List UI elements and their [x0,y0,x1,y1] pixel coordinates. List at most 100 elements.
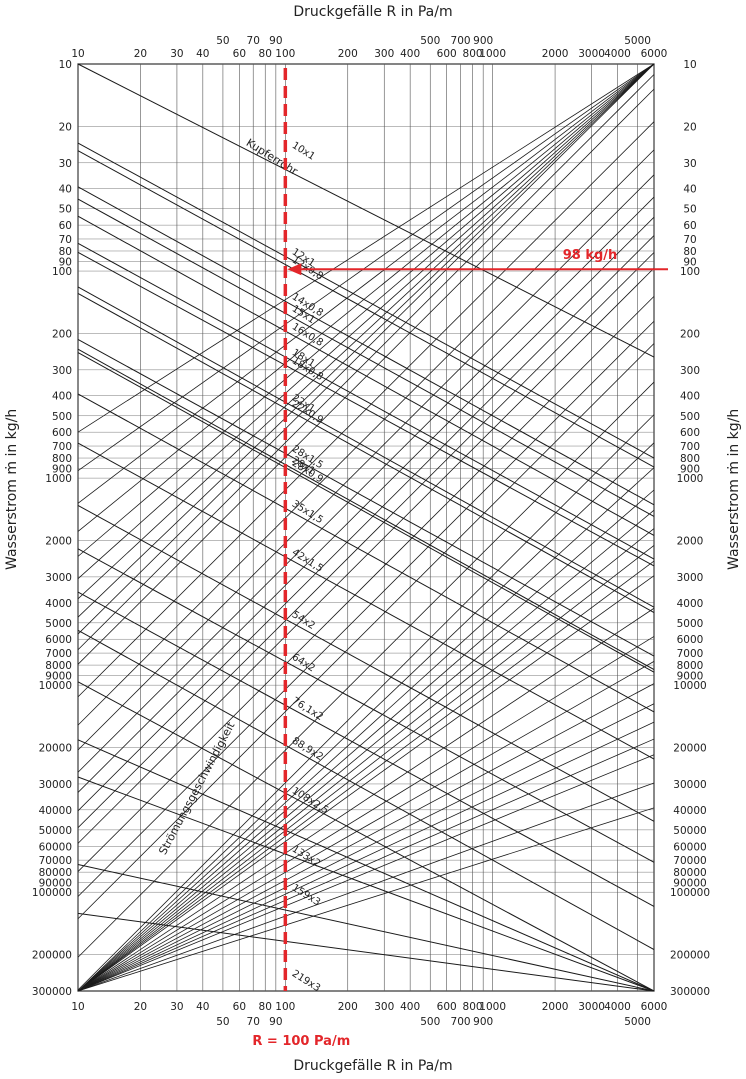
x-tick-label-top: 1000 [479,48,506,60]
pipe-line [77,548,655,863]
pipe-line [77,63,655,358]
y-tick-label-left: 80 [59,246,72,258]
y-tick-label-right: 4000 [677,598,704,610]
x-tick-label-bottom-secondary: 5000 [624,1016,651,1028]
x-tick-label-bottom: 40 [196,1001,209,1013]
x-tick-label-top: 30 [170,48,183,60]
y-tick-label-left: 4000 [45,598,72,610]
pipe-line [77,681,655,992]
velocity-line [77,575,655,992]
y-tick-label-left: 30000 [39,779,72,791]
y-tick-label-left: 90 [59,257,72,269]
x-tick-label-bottom-secondary: 700 [451,1016,471,1028]
pipe-line [77,215,655,536]
flow-marker-label: 98 kg/h [563,248,618,263]
velocity-line [77,88,655,665]
x-tick-label-bottom-secondary: 70 [247,1016,260,1028]
velocity-line [77,320,655,897]
y-tick-label-left: 60000 [39,841,72,853]
r-marker-label: R = 100 Pa/m [252,1034,350,1049]
pipe-series-label: Kupferrohr [244,136,301,178]
velocity-line [77,807,655,992]
x-tick-label-bottom: 400 [400,1001,420,1013]
y-tick-label-left: 20 [59,121,72,133]
x-tick-label-top: 600 [437,48,457,60]
y-tick-label-right: 600 [680,427,700,439]
x-tick-label-bottom: 80 [259,1001,272,1013]
x-tick-label-bottom: 30 [170,1001,183,1013]
flow-marker-arrowhead [287,263,302,276]
pipe-line [77,442,655,760]
y-tick-label-left: 200 [52,328,72,340]
y-tick-label-right: 70000 [673,855,706,867]
y-tick-label-left: 300 [52,365,72,377]
y-tick-label-right: 10 [683,59,696,71]
y-tick-label-left: 50000 [39,825,72,837]
x-tick-label-top: 40 [196,48,209,60]
velocity-line [77,252,655,828]
x-tick-label-top: 3000 [578,48,605,60]
velocity-line [77,235,655,812]
x-tick-label-top-secondary: 700 [451,35,471,47]
velocity-line [77,782,655,992]
pipe-line [77,242,655,560]
velocity-line [77,489,655,992]
x-tick-label-top: 2000 [542,48,569,60]
y-tick-label-right: 40000 [673,805,706,817]
x-tick-label-top: 200 [338,48,358,60]
y-tick-label-right: 2000 [677,535,704,547]
y-tick-label-right: 20 [683,121,696,133]
x-tick-label-bottom-secondary: 90 [269,1016,282,1028]
pipe-line [77,864,655,992]
y-tick-label-right: 800 [680,453,700,465]
y-tick-label-right: 40 [683,184,696,196]
y-tick-label-left: 400 [52,391,72,403]
pipe-line [77,505,655,822]
velocity-line [77,607,655,992]
y-tick-label-right: 50000 [673,825,706,837]
pipe-line-label: 35x1,5 [290,499,325,527]
y-tick-label-left: 6000 [45,634,72,646]
pipe-line [77,629,655,951]
velocity-line [77,721,655,992]
y-tick-label-right: 200 [680,328,700,340]
y-tick-label-left: 20000 [39,742,72,754]
y-tick-label-left: 40000 [39,805,72,817]
y-tick-label-right: 8000 [677,660,704,672]
pipe-line [77,186,655,506]
y-tick-label-left: 9000 [45,671,72,683]
x-tick-label-bottom: 6000 [641,1001,668,1013]
velocity-line [77,63,655,433]
pipe-line [77,348,655,671]
velocity-line [77,683,655,992]
x-tick-label-top-secondary: 90 [269,35,282,47]
velocity-line [77,63,655,579]
velocity-line [77,754,655,992]
y-tick-label-right: 9000 [677,671,704,683]
x-tick-label-top: 6000 [641,48,668,60]
y-tick-label-left: 30 [59,158,72,170]
y-tick-label-right: 6000 [677,634,704,646]
x-tick-label-top: 4000 [604,48,631,60]
y-tick-label-left: 700 [52,441,72,453]
pipe-line [77,198,655,517]
x-tick-label-top: 300 [374,48,394,60]
pipe-line [77,251,655,567]
y-tick-label-right: 60 [683,220,696,232]
x-tick-label-bottom: 10 [71,1001,84,1013]
y-tick-label-right: 700 [680,441,700,453]
y-tick-label-right: 20000 [673,742,706,754]
velocity-line [77,442,655,992]
pipe-line [77,286,655,608]
velocity-line [77,343,655,920]
x-tick-label-top-secondary: 900 [473,35,493,47]
velocity-line [77,63,655,532]
y-tick-label-left: 8000 [45,660,72,672]
velocity-line [77,528,655,992]
y-tick-label-left: 5000 [45,618,72,630]
x-tick-label-bottom-secondary: 900 [473,1016,493,1028]
velocity-line [77,545,655,992]
velocity-line [77,196,655,773]
x-tick-label-top-secondary: 50 [216,35,229,47]
x-axis-title-top: Druckgefälle R in Pa/m [293,4,453,20]
